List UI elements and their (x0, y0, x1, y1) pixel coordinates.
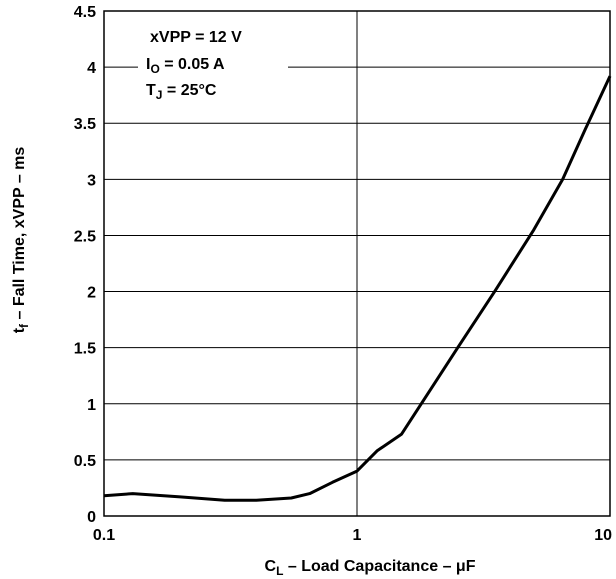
y-tick-label: 4.5 (74, 4, 96, 21)
y-tick-label: 1.5 (74, 341, 96, 358)
annotation-current: IO = 0.05 A (146, 56, 225, 76)
y-tick-label: 4 (87, 60, 96, 77)
annotation-backdrop (138, 26, 288, 101)
y-axis-title: tf – Fall Time, xVPP – ms (11, 147, 31, 334)
x-tick-label: 10 (594, 527, 612, 544)
plot-frame (103, 10, 611, 517)
grid-lines (104, 11, 610, 516)
plot-border (103, 10, 611, 517)
annotation-temperature: TJ = 25°C (146, 82, 217, 102)
annotation-vpp: xVPP = 12 V (150, 29, 242, 46)
x-tick-label: 0.1 (93, 527, 115, 544)
x-axis-title: CL – Load Capacitance – μF (265, 558, 476, 578)
y-tick-label: 2 (87, 285, 96, 302)
y-tick-label: 1 (87, 397, 96, 414)
y-tick-label: 2.5 (74, 228, 96, 245)
y-tick-label: 3 (87, 172, 96, 189)
y-tick-label: 0.5 (74, 453, 96, 470)
fall-time-curve (103, 75, 612, 502)
tick-labels: 0 0.5 1 1.5 2 2.5 3 3.5 4 4.5 0.1 1 10 (74, 4, 612, 544)
y-tick-label: 0 (87, 509, 96, 526)
y-tick-label: 3.5 (74, 116, 96, 133)
x-tick-label: 1 (353, 527, 362, 544)
data-series (103, 75, 612, 502)
